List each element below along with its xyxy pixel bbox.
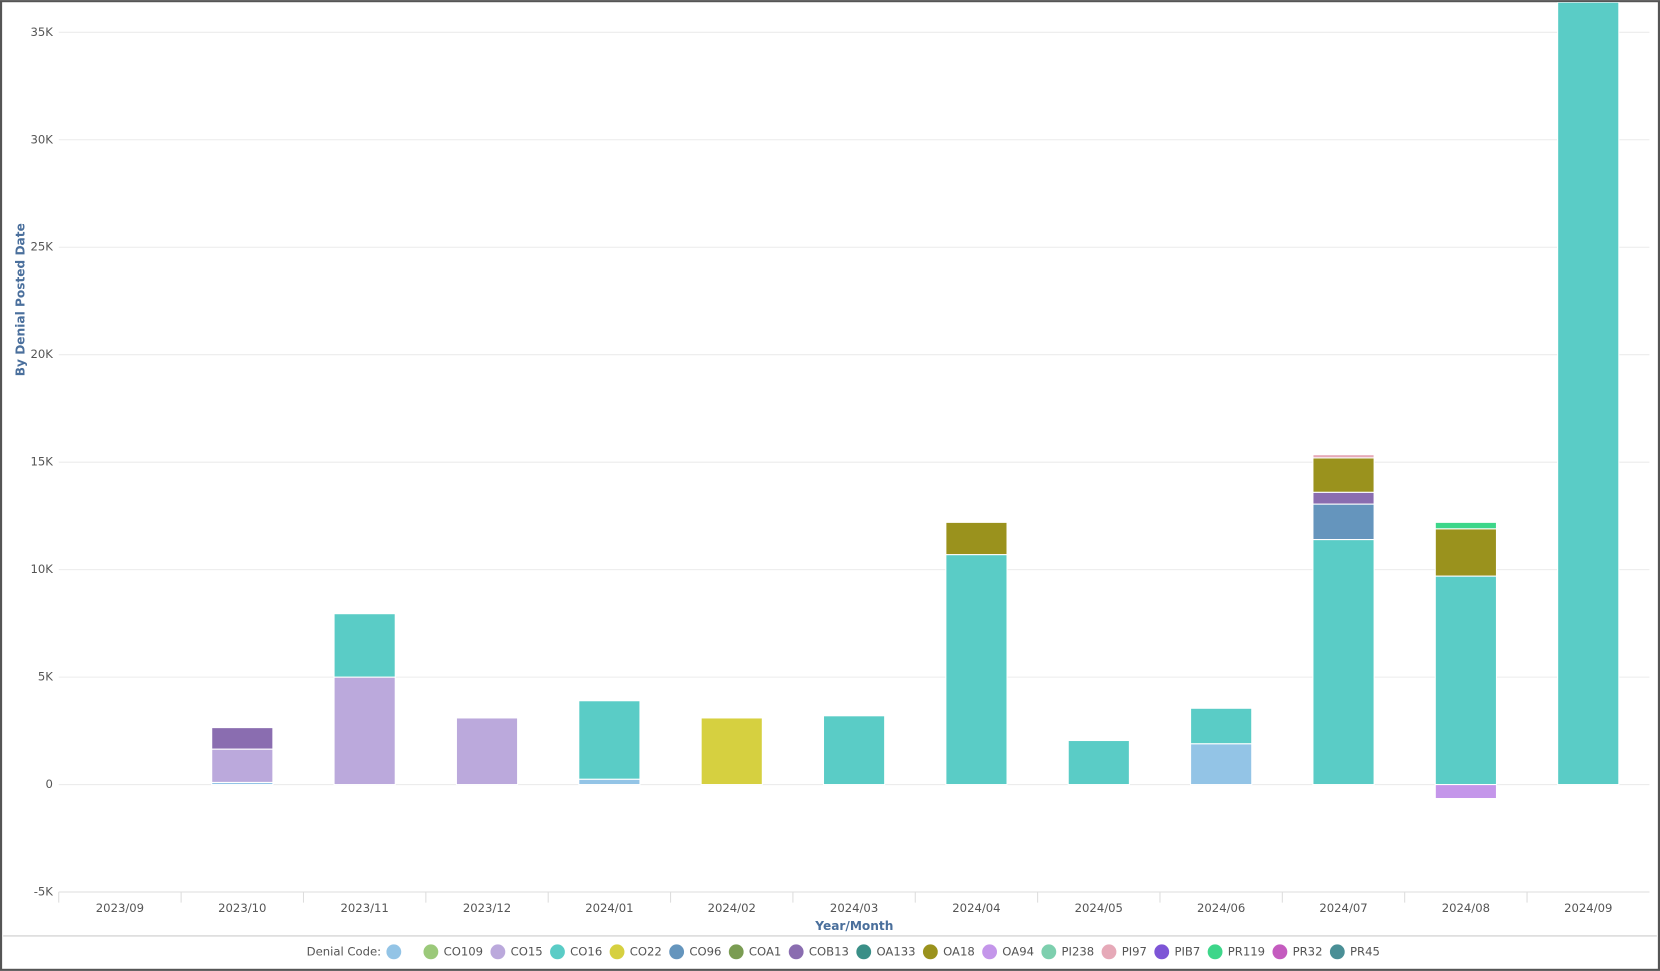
bar-segment bbox=[1190, 743, 1253, 786]
x-tick-label: 2023/10 bbox=[218, 901, 266, 915]
legend-label: PIB7 bbox=[1174, 944, 1200, 958]
legend-label: CO96 bbox=[689, 944, 721, 958]
x-tick-label: 2024/04 bbox=[952, 901, 1000, 915]
bar-segment bbox=[1434, 528, 1497, 577]
legend-swatch bbox=[490, 944, 506, 960]
legend-swatch bbox=[982, 944, 998, 960]
y-tick-label: 10K bbox=[31, 562, 54, 576]
x-tick-label: 2023/09 bbox=[96, 901, 144, 915]
legend-swatch bbox=[1207, 944, 1223, 960]
legend-label: CO16 bbox=[570, 944, 602, 958]
bar-segment bbox=[1434, 784, 1497, 800]
x-tick-label: 2024/03 bbox=[830, 901, 878, 915]
bar-segment bbox=[1312, 454, 1375, 459]
bar-segment bbox=[333, 676, 396, 786]
x-tick-label: 2024/01 bbox=[585, 901, 633, 915]
legend-label: COB13 bbox=[809, 944, 849, 958]
legend-label: PR45 bbox=[1350, 944, 1380, 958]
legend-swatch bbox=[386, 944, 402, 960]
legend-swatch bbox=[1329, 944, 1345, 960]
legend-label: CO22 bbox=[630, 944, 662, 958]
legend-title: Denial Code: bbox=[307, 944, 381, 958]
bar-segment bbox=[578, 778, 641, 786]
x-axis-title: Year/Month bbox=[814, 919, 893, 933]
bar-segment bbox=[945, 554, 1008, 786]
legend-swatch bbox=[922, 944, 938, 960]
y-axis-title: By Denial Posted Date bbox=[14, 223, 28, 376]
legend-label: CO109 bbox=[444, 944, 483, 958]
x-tick-label: 2024/09 bbox=[1564, 901, 1612, 915]
bar-segment bbox=[1312, 491, 1375, 505]
legend-swatch bbox=[1101, 944, 1117, 960]
bar-segment bbox=[945, 521, 1008, 556]
legend-swatch bbox=[856, 944, 872, 960]
x-tick-label: 2024/07 bbox=[1319, 901, 1367, 915]
y-tick-label: 20K bbox=[31, 347, 54, 361]
legend-swatch bbox=[550, 944, 565, 960]
bar-segment bbox=[1434, 575, 1497, 786]
legend-label: PR32 bbox=[1293, 944, 1323, 958]
bar-segment bbox=[333, 613, 396, 678]
legend-label: COA1 bbox=[749, 944, 781, 958]
bar-segment bbox=[1434, 521, 1497, 530]
y-tick-label: 30K bbox=[31, 132, 54, 146]
bar-segment bbox=[1557, 2, 1620, 786]
x-tick-label: 2024/08 bbox=[1442, 901, 1490, 915]
y-tick-label: 5K bbox=[38, 670, 53, 684]
y-tick-label: 0 bbox=[46, 777, 53, 791]
bar-segment bbox=[1312, 539, 1375, 786]
bar-segment bbox=[700, 717, 763, 786]
x-tick-label: 2023/11 bbox=[341, 901, 389, 915]
legend-swatch bbox=[609, 944, 625, 960]
legend-swatch bbox=[1154, 944, 1170, 960]
x-tick-label: 2024/02 bbox=[708, 901, 756, 915]
bar-segment bbox=[211, 727, 274, 750]
legend-label: OA94 bbox=[1002, 944, 1034, 958]
y-tick-label: 15K bbox=[31, 455, 54, 469]
y-tick-label: 25K bbox=[31, 240, 54, 254]
x-tick-label: 2024/06 bbox=[1197, 901, 1245, 915]
bar-segment bbox=[578, 700, 641, 780]
bar-segment bbox=[211, 748, 274, 783]
legend-swatch bbox=[788, 944, 804, 960]
bar-segment bbox=[1312, 457, 1375, 493]
legend-label: PI238 bbox=[1062, 944, 1095, 958]
bar-segment bbox=[822, 715, 886, 786]
legend-label: OA133 bbox=[876, 944, 915, 958]
legend-swatch bbox=[669, 944, 685, 960]
y-tick-label: -5K bbox=[34, 885, 54, 899]
legend-label: OA18 bbox=[943, 944, 975, 958]
legend-label: PI97 bbox=[1122, 944, 1147, 958]
bar-segment bbox=[1067, 739, 1130, 786]
legend-swatch bbox=[423, 944, 439, 960]
legend-swatch bbox=[1272, 944, 1288, 960]
bar-segment bbox=[455, 717, 519, 786]
y-tick-label: 35K bbox=[31, 25, 54, 39]
legend-swatch bbox=[1041, 944, 1057, 960]
bar-segment bbox=[1190, 707, 1253, 745]
legend-label: PR119 bbox=[1228, 944, 1265, 958]
x-tick-label: 2023/12 bbox=[463, 901, 511, 915]
x-tick-label: 2024/05 bbox=[1075, 901, 1123, 915]
bar-segment bbox=[1312, 503, 1375, 541]
legend-label: CO15 bbox=[511, 944, 543, 958]
legend-swatch bbox=[728, 944, 744, 960]
